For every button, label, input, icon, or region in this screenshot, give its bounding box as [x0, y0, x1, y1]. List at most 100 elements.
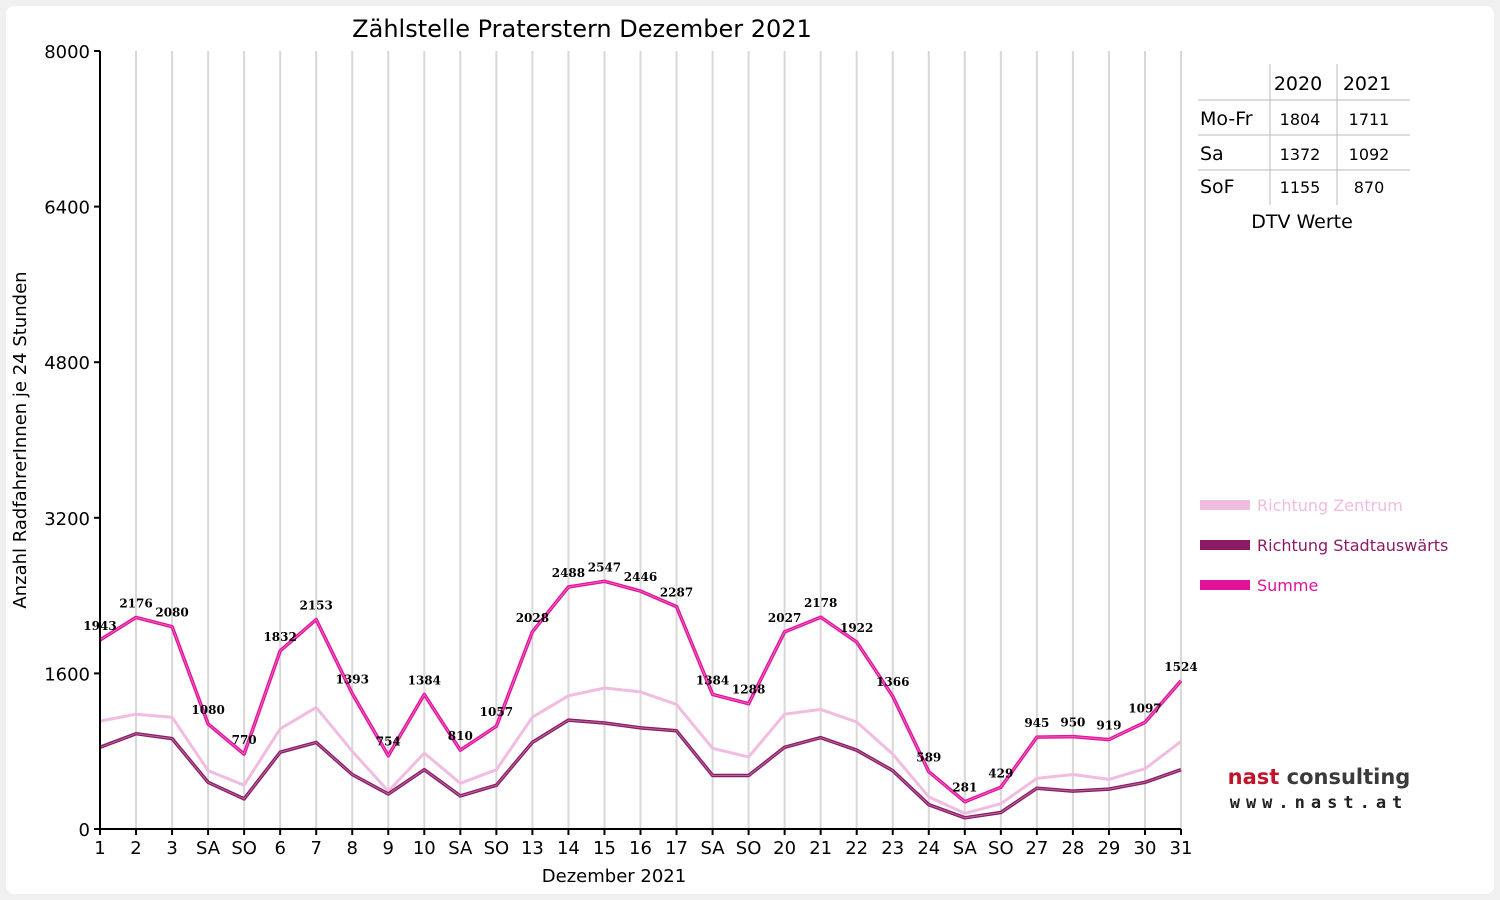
data-label: 754	[376, 735, 401, 749]
y-tick-label: 6400	[44, 198, 90, 219]
data-label: 1057	[480, 705, 513, 719]
x-tick-label: SO	[231, 838, 257, 859]
dtv-table: 2020 2021 Mo-Fr 1804 1711 Sa 1372 1092 S…	[1198, 64, 1410, 233]
x-tick-label: 1	[94, 838, 105, 859]
x-tick-label: SA	[196, 838, 221, 859]
table-row-label: SoF	[1200, 176, 1235, 198]
data-label: 2488	[552, 566, 585, 580]
data-label: 2446	[624, 570, 657, 584]
x-tick-label: 20	[773, 838, 796, 859]
data-label: 770	[232, 733, 257, 747]
x-tick-label: 9	[383, 838, 394, 859]
table-cell: 870	[1354, 178, 1385, 197]
chart-title: Zählstelle Praterstern Dezember 2021	[352, 15, 812, 43]
logo-url: www.nast.at	[1230, 793, 1409, 813]
table-header-2021: 2021	[1343, 73, 1391, 95]
x-tick-label: 24	[917, 838, 940, 859]
data-label: 1384	[408, 673, 441, 687]
table-header-2020: 2020	[1274, 73, 1322, 95]
y-tick-label: 4800	[44, 353, 90, 374]
x-tick-label: 15	[593, 838, 616, 859]
series-layer	[99, 579, 1183, 820]
data-label: 945	[1024, 716, 1049, 730]
legend-swatch	[1200, 500, 1250, 510]
data-label: 2027	[768, 611, 801, 625]
grid	[135, 51, 1182, 829]
x-tick-label: SO	[484, 838, 510, 859]
data-labels: 1943217620801080770183221531393754138481…	[83, 560, 1197, 794]
data-label: 810	[448, 729, 473, 743]
data-label: 1288	[732, 683, 765, 697]
legend-swatch	[1200, 580, 1250, 590]
x-axis-label: Dezember 2021	[542, 866, 686, 887]
x-tick-label: 29	[1097, 838, 1120, 859]
legend: Richtung Zentrum Richtung Stadtauswärts Su…	[1200, 496, 1448, 595]
x-tick-label: 8	[347, 838, 358, 859]
series-line-highlight	[99, 580, 1182, 803]
legend-label: Summe	[1257, 576, 1318, 595]
x-tick-label: 7	[310, 838, 321, 859]
x-tick-label: 31	[1170, 838, 1193, 859]
table-caption: DTV Werte	[1251, 211, 1353, 233]
data-label: 2287	[660, 586, 693, 600]
data-label: 1393	[336, 673, 369, 687]
x-tick-label: 3	[166, 838, 177, 859]
series-line-1	[99, 686, 1182, 815]
data-label: 919	[1096, 719, 1121, 733]
logo-brand: nast consulting	[1228, 765, 1411, 789]
y-tick-label: 1600	[44, 664, 90, 685]
data-label: 1384	[696, 673, 729, 687]
x-tick-label: 28	[1061, 838, 1084, 859]
logo-url-text: www.nast.at	[1230, 793, 1409, 813]
x-tick-label: 17	[665, 838, 688, 859]
data-label: 2153	[299, 599, 332, 613]
data-label: 1922	[840, 621, 873, 635]
data-label: 1097	[1128, 701, 1161, 715]
data-label: 1832	[263, 630, 296, 644]
data-label: 950	[1060, 716, 1085, 730]
chart-frame	[6, 6, 1494, 894]
legend-label: Richtung Stadtauswärts	[1257, 536, 1448, 555]
logo-brand-part2: consulting	[1287, 765, 1411, 789]
data-label: 429	[988, 766, 1013, 780]
series-line-2	[99, 718, 1182, 820]
legend-label: Richtung Zentrum	[1257, 496, 1403, 515]
y-tick-label: 0	[79, 820, 90, 841]
y-tick-label: 8000	[44, 42, 90, 63]
x-tick-label: SA	[448, 838, 473, 859]
legend-swatch	[1200, 540, 1250, 550]
table-row-label: Mo-Fr	[1200, 108, 1253, 130]
data-label: 2080	[155, 606, 188, 620]
data-label: 1366	[876, 675, 909, 689]
table-cell: 1804	[1280, 110, 1321, 129]
data-label: 2547	[588, 560, 621, 574]
logo-background	[1200, 750, 1443, 825]
data-label: 2178	[804, 596, 837, 610]
data-label: 1080	[191, 703, 224, 717]
x-tick-label: 16	[629, 838, 652, 859]
x-tick-label: 21	[809, 838, 832, 859]
x-tick-label: SA	[953, 838, 978, 859]
x-tick-label: 6	[274, 838, 285, 859]
y-axis-label: Anzahl RadfahrerInnen je 24 Stunden	[10, 271, 31, 608]
table-cell: 1372	[1280, 145, 1321, 164]
x-tick-label: SA	[701, 838, 726, 859]
table-row-label: Sa	[1200, 143, 1224, 165]
x-tick-label: 14	[557, 838, 580, 859]
x-tick-label: 23	[881, 838, 904, 859]
table-cell: 1155	[1280, 178, 1321, 197]
data-label: 281	[952, 781, 977, 795]
logo-brand-part1: nast	[1228, 765, 1280, 789]
data-label: 1524	[1164, 660, 1197, 674]
y-tick-label: 3200	[44, 509, 90, 530]
x-tick-label: 22	[845, 838, 868, 859]
x-tick-label: 30	[1134, 838, 1157, 859]
data-label: 2176	[119, 596, 152, 610]
series-line-highlight	[99, 719, 1182, 819]
table-cell: 1092	[1349, 145, 1390, 164]
x-tick-label: 27	[1025, 838, 1048, 859]
data-label: 589	[916, 751, 941, 765]
x-tick-label: 2	[130, 838, 141, 859]
